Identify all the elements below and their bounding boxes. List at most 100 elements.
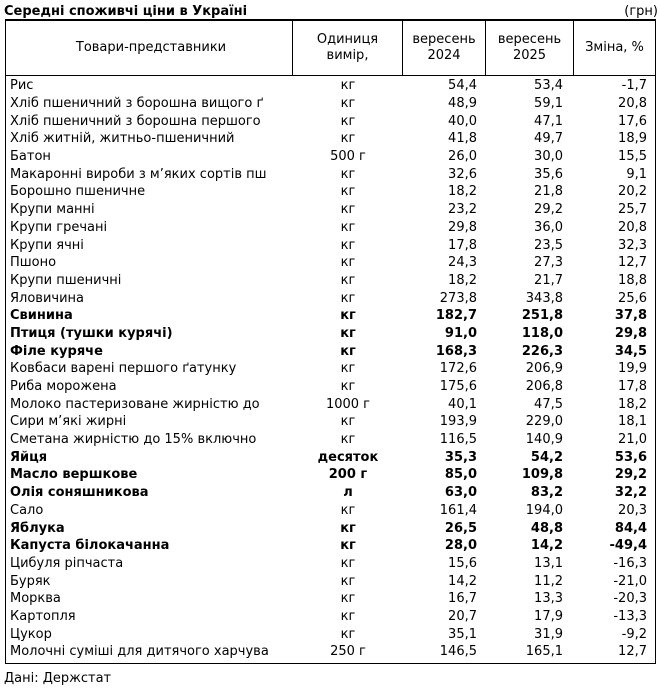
table-row: Яловичина кг 273,8 343,8 25,6: [6, 289, 655, 307]
price-2025-cell: 14,2: [530, 538, 563, 554]
unit-cell: кг: [340, 591, 356, 607]
change-cell: -21,0: [613, 573, 647, 589]
unit-cell: л: [343, 485, 353, 501]
price-2025-cell: 165,1: [525, 644, 563, 660]
price-2025-cell: 54,2: [530, 449, 563, 465]
unit-cell: кг: [340, 502, 356, 518]
table-row: Крупи ячні кг 17,8 23,5 32,3: [6, 236, 655, 254]
product-name-cell: Яблука: [10, 520, 65, 536]
table-row: Яйця десяток 35,3 54,2 53,6: [6, 448, 655, 466]
price-2025-cell: 49,7: [534, 131, 563, 147]
table-row: Хліб пшеничний з борошна вищого ґ кг 48,9 5…: [6, 95, 655, 113]
change-cell: 17,8: [618, 379, 647, 395]
price-2024-cell: 17,8: [448, 237, 477, 253]
price-2024-cell: 26,0: [448, 149, 477, 165]
unit-cell: кг: [340, 414, 356, 430]
unit-cell: кг: [340, 219, 356, 235]
price-2025-cell: 229,0: [525, 414, 563, 430]
price-2024-cell: 24,3: [448, 255, 477, 271]
product-name-cell: Філе куряче: [10, 343, 103, 359]
price-2025-cell: 343,8: [525, 290, 563, 306]
product-name-cell: Рис: [10, 78, 34, 94]
table-row: Крупи пшеничні кг 18,2 21,7 18,8: [6, 272, 655, 290]
unit-cell: кг: [340, 432, 356, 448]
product-name-cell: Крупи манні: [10, 202, 95, 218]
price-2025-cell: 21,8: [534, 184, 563, 200]
price-2025-cell: 140,9: [525, 432, 563, 448]
price-2025-cell: 21,7: [534, 272, 563, 288]
unit-cell: кг: [340, 255, 356, 271]
table-row: Пшоно кг 24,3 27,3 12,7: [6, 254, 655, 272]
price-2024-cell: 116,5: [439, 432, 477, 448]
currency-note: (грн): [624, 4, 658, 19]
price-2024-cell: 182,7: [435, 308, 477, 324]
price-2024-cell: 161,4: [439, 502, 477, 518]
price-2025-cell: 118,0: [521, 325, 563, 341]
product-name-cell: Свинина: [10, 308, 73, 324]
product-name-cell: Молочні суміші для дитячого харчува: [10, 644, 269, 660]
table-row: Буряк кг 14,2 11,2 -21,0: [6, 572, 655, 590]
unit-cell: кг: [340, 520, 356, 536]
unit-cell: кг: [340, 361, 356, 377]
table-row: Яблука кг 26,5 48,8 84,4: [6, 519, 655, 537]
product-name-cell: Птиця (тушки курячі): [10, 325, 173, 341]
table-row: Масло вершкове 200 г 85,0 109,8 29,2: [6, 466, 655, 484]
unit-cell: кг: [340, 555, 356, 571]
price-2024-cell: 18,2: [448, 272, 477, 288]
table-header-row: Товари-представники Одиниця вимір, верес…: [6, 21, 655, 76]
title-row: Середні споживчі ціни в Україні (грн): [0, 0, 660, 19]
change-cell: 12,7: [618, 644, 647, 660]
price-2025-cell: 27,3: [534, 255, 563, 271]
price-table: Товари-представники Одиниця вимір, верес…: [5, 19, 656, 664]
change-cell: 9,1: [626, 166, 647, 182]
table-row: Цукор кг 35,1 31,9 -9,2: [6, 625, 655, 643]
unit-cell: кг: [340, 573, 356, 589]
price-2024-cell: 15,6: [448, 555, 477, 571]
table-row: Хліб пшеничний з борошна першого кг 40,0 47…: [6, 112, 655, 130]
unit-cell: кг: [340, 96, 356, 112]
product-name-cell: Цибуля ріпчаста: [10, 555, 124, 571]
price-2024-cell: 273,8: [439, 290, 477, 306]
header-unit: Одиниця вимір,: [293, 21, 403, 75]
price-2024-cell: 40,0: [448, 113, 477, 129]
change-cell: 17,6: [618, 113, 647, 129]
price-2025-cell: 47,1: [534, 113, 563, 129]
product-name-cell: Цукор: [10, 626, 52, 642]
price-2024-cell: 146,5: [439, 644, 477, 660]
price-2024-cell: 85,0: [444, 467, 477, 483]
price-2025-cell: 35,6: [534, 166, 563, 182]
change-cell: 25,6: [618, 290, 647, 306]
table-row: Сири м’які жирні кг 193,9 229,0 18,1: [6, 413, 655, 431]
table-row: Рис кг 54,4 53,4 -1,7: [6, 77, 655, 95]
price-2024-cell: 91,0: [444, 325, 477, 341]
change-cell: 18,9: [618, 131, 647, 147]
change-cell: 25,7: [618, 202, 647, 218]
unit-cell: кг: [340, 184, 356, 200]
change-cell: -16,3: [613, 555, 647, 571]
unit-cell: кг: [340, 290, 356, 306]
product-name-cell: Борошно пшеничне: [10, 184, 146, 200]
table-row: Крупи гречані кг 29,8 36,0 20,8: [6, 219, 655, 237]
change-cell: 18,1: [618, 414, 647, 430]
price-2025-cell: 13,1: [534, 555, 563, 571]
table-row: Олія соняшникова л 63,0 83,2 32,2: [6, 484, 655, 502]
change-cell: 12,7: [618, 255, 647, 271]
price-2024-cell: 26,5: [444, 520, 477, 536]
price-2025-cell: 83,2: [530, 485, 563, 501]
unit-cell: кг: [340, 343, 356, 359]
table-row: Риба морожена кг 175,6 206,8 17,8: [6, 378, 655, 396]
table-row: Хліб житній, житньо-пшеничний кг 41,8 49,7 1…: [6, 130, 655, 148]
table-row: Капуста білокачанна кг 28,0 14,2 -49,4: [6, 537, 655, 555]
change-cell: -20,3: [613, 591, 647, 607]
product-name-cell: Хліб житній, житньо-пшеничний: [10, 131, 235, 147]
change-cell: -49,4: [609, 538, 647, 554]
price-2024-cell: 48,9: [448, 96, 477, 112]
change-cell: 32,3: [618, 237, 647, 253]
product-name-cell: Морква: [10, 591, 61, 607]
change-cell: 20,3: [618, 502, 647, 518]
price-2024-cell: 54,4: [448, 78, 477, 94]
product-name-cell: Макаронні вироби з м’яких сортів пш: [10, 166, 267, 182]
change-cell: 18,2: [618, 396, 647, 412]
unit-cell: 200 г: [328, 467, 368, 483]
